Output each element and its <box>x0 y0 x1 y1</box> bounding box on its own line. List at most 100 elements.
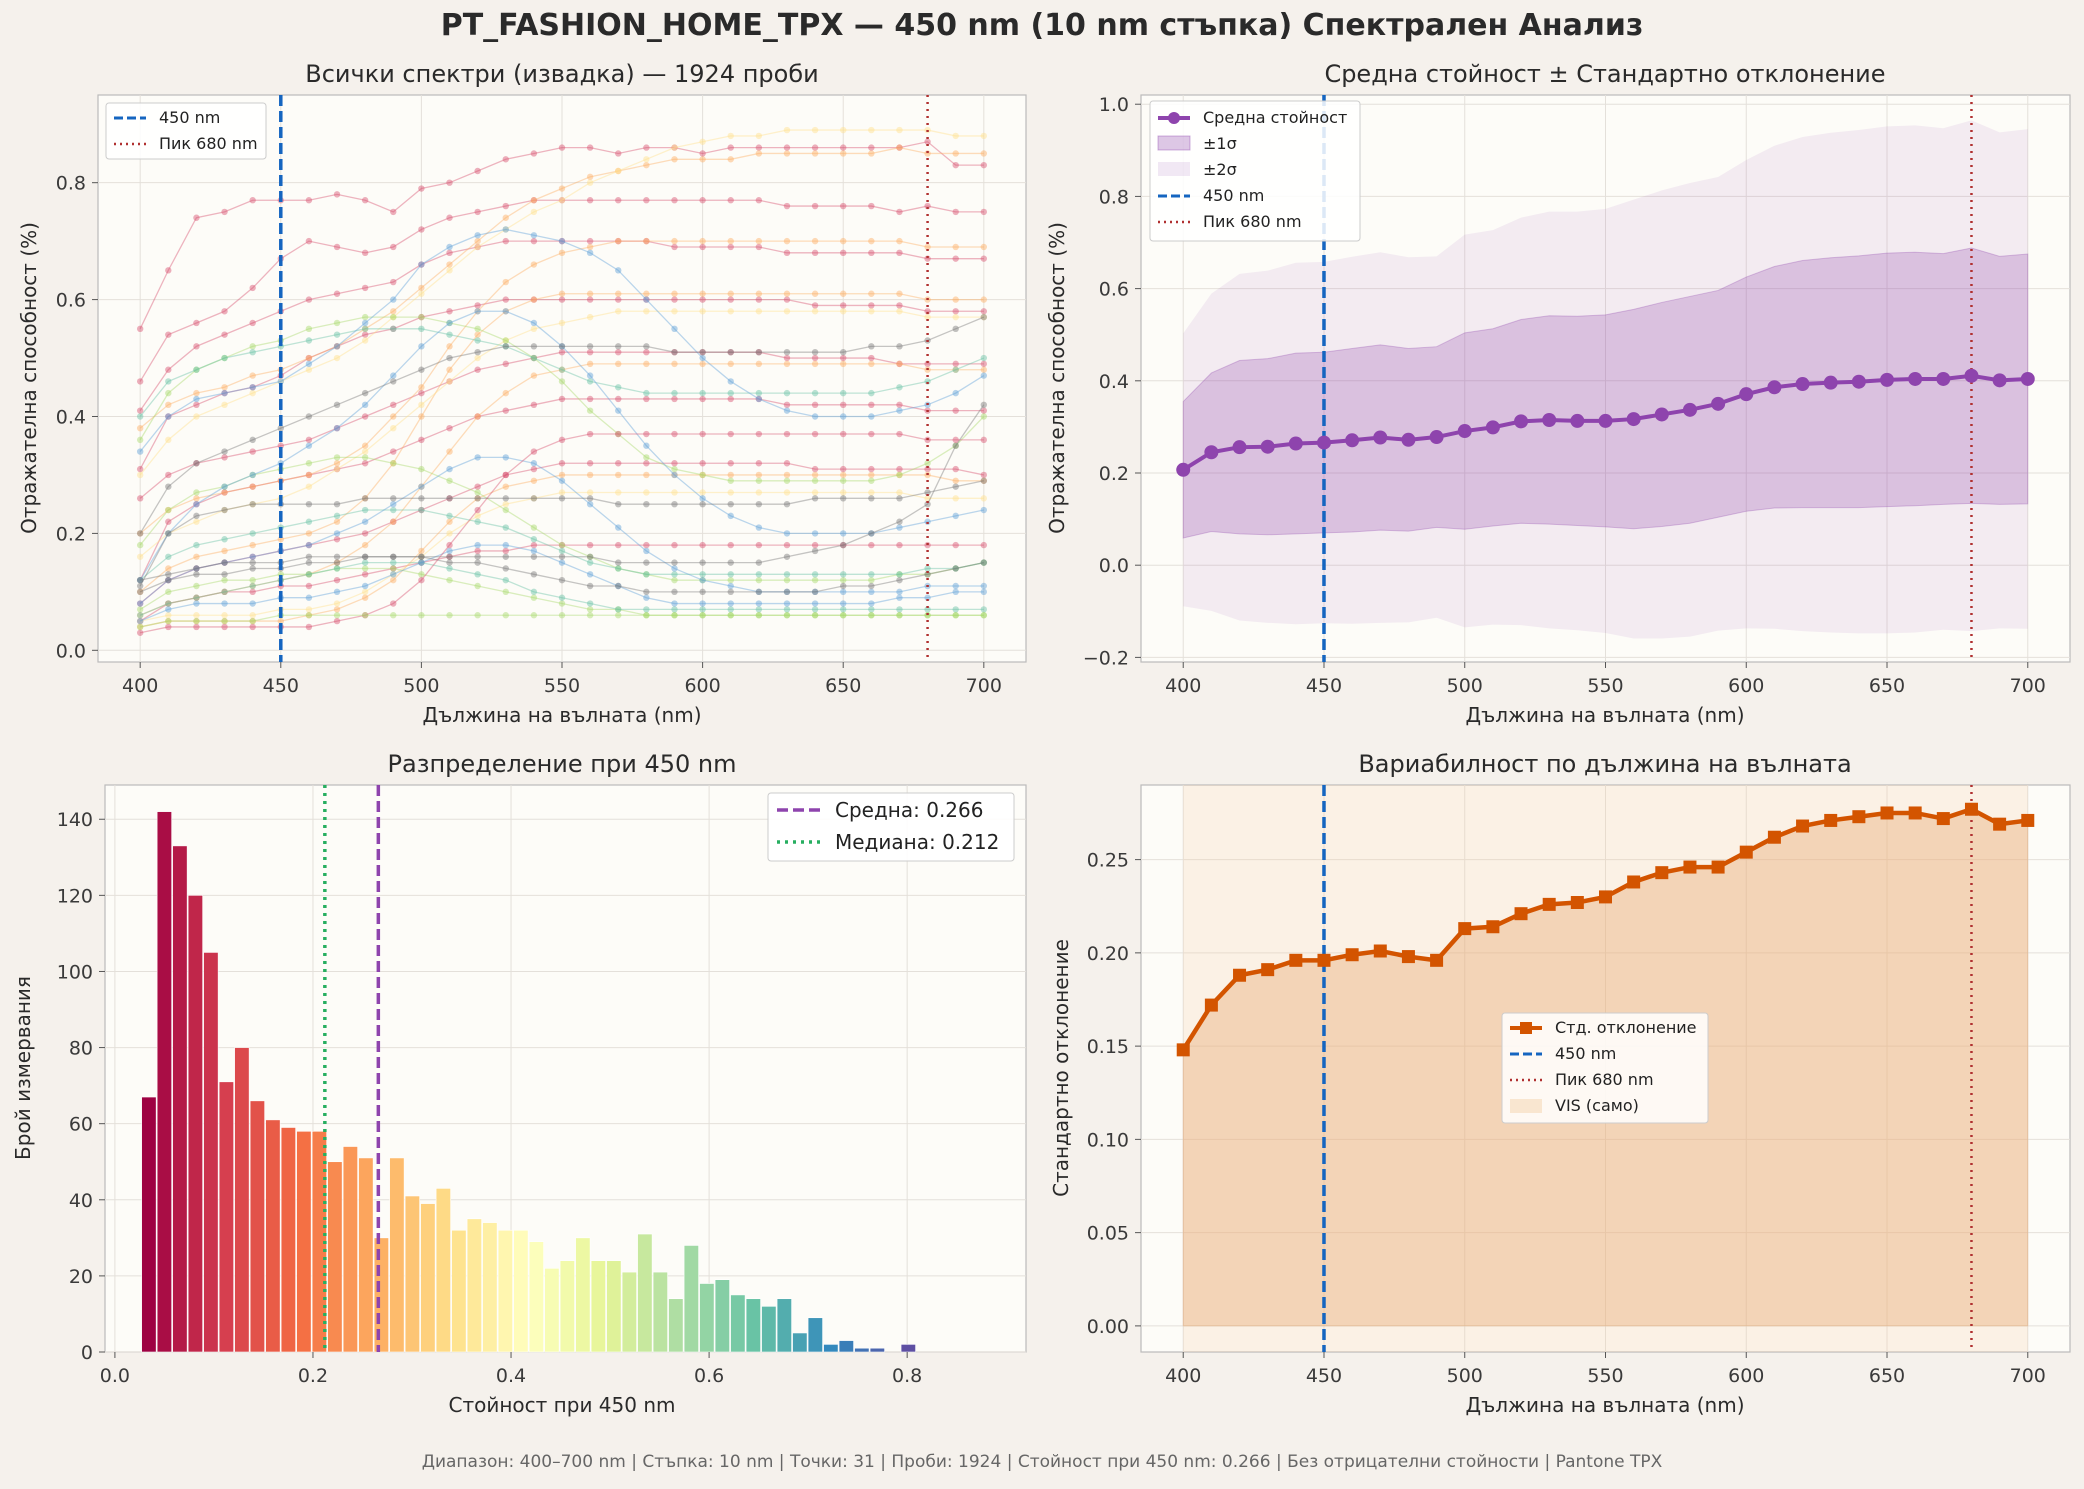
panel-title: Средна стойност ± Стандартно отклонение <box>1324 60 1885 88</box>
spectrum-point <box>586 489 594 496</box>
spectrum-point <box>446 308 453 315</box>
spectrum-point <box>221 559 228 566</box>
hist-bar <box>869 1347 885 1353</box>
spectrum-point <box>418 401 425 409</box>
spectrum-point <box>783 500 791 508</box>
spectrum-point <box>615 565 622 572</box>
spectrum-point <box>896 571 903 578</box>
spectrum-point <box>840 606 847 613</box>
spectrum-point <box>980 366 988 373</box>
spectrum-point <box>221 588 228 596</box>
spectrum-point <box>952 389 959 397</box>
spectrum-point <box>418 547 425 555</box>
spectrum-point <box>811 354 819 362</box>
std-point <box>1542 897 1556 911</box>
spectrum-point <box>165 530 172 537</box>
spectrum-point <box>165 600 172 607</box>
spectrum-point <box>305 354 313 362</box>
spectrum-point <box>193 401 200 409</box>
spectrum-point <box>446 214 453 221</box>
y-tick-label: 0.8 <box>56 173 86 195</box>
spectrum-point <box>136 600 144 607</box>
spectrum-point <box>165 530 172 537</box>
spectrum-point <box>924 202 931 210</box>
spectrum-point <box>249 582 256 590</box>
spectrum-point <box>165 612 172 619</box>
std-point <box>1796 819 1810 833</box>
spectrum-point <box>446 512 453 520</box>
spectrum-point <box>136 424 144 432</box>
spectrum-point <box>840 348 847 356</box>
hist-bar <box>327 1161 343 1353</box>
spectrum-point <box>671 460 678 467</box>
spectrum-point <box>840 413 847 420</box>
spectrum-point <box>671 606 678 613</box>
spectrum-point <box>811 530 819 537</box>
spectrum-point <box>249 372 256 379</box>
spectrum-point <box>446 343 453 350</box>
std-point <box>1683 860 1697 874</box>
spectrum-point <box>699 430 706 438</box>
spectrum-point <box>474 366 481 373</box>
panel-mean-std: Средна стойност ± Стандартно отклонение … <box>1045 60 2071 727</box>
spectrum-point <box>558 366 566 373</box>
spectrum-point <box>727 582 734 590</box>
spectrum-point <box>390 372 397 379</box>
spectrum-point <box>924 255 931 262</box>
spectrum-point <box>840 465 847 473</box>
spectrum-point <box>586 471 594 479</box>
spectrum-point <box>586 500 594 508</box>
spectrum-point <box>980 559 988 566</box>
spectrum-point <box>165 617 172 625</box>
spectrum-point <box>643 454 650 461</box>
spectrum-point <box>390 313 397 321</box>
spectrum-point <box>418 284 425 292</box>
spectrum-point <box>952 308 959 315</box>
spectrum-point <box>249 284 256 292</box>
spectrum-line <box>139 129 984 476</box>
hist-bar <box>637 1233 653 1353</box>
spectrum-point <box>136 588 144 596</box>
spectrum-point <box>811 237 819 245</box>
spectrum-point <box>193 395 200 403</box>
spectrum-point <box>530 296 538 303</box>
std-point <box>1233 968 1247 982</box>
spectrum-point <box>361 325 369 333</box>
spectrum-point <box>390 448 397 455</box>
spectrum-point <box>446 249 453 257</box>
spectrum-point <box>896 471 903 479</box>
spectrum-point <box>361 495 369 502</box>
spectrum-point <box>361 612 369 619</box>
spectrum-point <box>952 483 959 490</box>
spectrum-point <box>193 214 200 221</box>
spectrum-point <box>446 465 453 473</box>
spectrum-point <box>727 471 734 479</box>
legend-marker-2sigma <box>1158 162 1190 176</box>
spectrum-point <box>980 255 988 262</box>
hist-bar <box>807 1317 823 1353</box>
spectrum-point <box>221 617 228 625</box>
x-axis-label: Дължина на вълната (nm) <box>423 703 702 727</box>
spectrum-point <box>811 126 819 134</box>
spectrum-point <box>755 541 763 549</box>
spectrum-point <box>333 536 341 543</box>
y-tick-label: 0 <box>81 1342 93 1364</box>
spectrum-point <box>586 541 594 549</box>
spectrum-point <box>305 553 313 560</box>
spectrum-point <box>558 348 566 356</box>
spectrum-point <box>586 173 594 181</box>
mean-point <box>1485 420 1500 435</box>
x-tick-label: 0.2 <box>298 1365 328 1387</box>
mean-point <box>1288 436 1303 451</box>
spectrum-point <box>783 541 791 549</box>
spectrum-point <box>586 606 594 613</box>
spectrum-point <box>980 313 988 321</box>
spectrum-point <box>390 553 397 560</box>
spectrum-point <box>924 571 931 578</box>
spectrum-point <box>643 348 650 356</box>
spectrum-point <box>530 594 538 601</box>
spectrum-point <box>418 366 425 373</box>
spectrum-point <box>390 325 397 333</box>
spectrum-point <box>305 197 313 204</box>
spectrum-point <box>446 378 453 385</box>
